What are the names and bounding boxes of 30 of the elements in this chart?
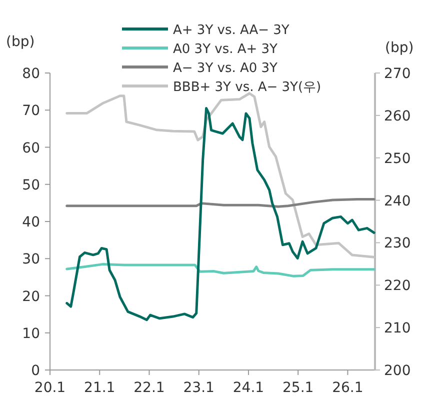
legend-label: A0 3Y vs. A+ 3Y: [173, 42, 278, 57]
legend-label: BBB+ 3Y vs. A− 3Y(우): [173, 80, 322, 95]
x-tick-label: 25.1: [282, 380, 314, 396]
y2-tick-label: 230: [384, 236, 411, 252]
y2-tick-label: 200: [384, 363, 411, 379]
x-tick-label: 26.1: [332, 380, 364, 396]
y-tick-label: 0: [31, 363, 40, 379]
y-tick-label: 50: [22, 177, 40, 194]
y2-tick-label: 240: [384, 193, 411, 210]
y2-tick-label: 250: [384, 150, 411, 167]
y2-tick-label: 210: [384, 320, 411, 337]
y2-tick-label: 260: [384, 108, 411, 124]
y-tick-label: 40: [22, 214, 40, 230]
y-tick-label: 60: [22, 140, 40, 156]
x-tick-label: 20.1: [34, 380, 66, 396]
y-tick-label: 70: [22, 103, 40, 120]
y2-axis-title: (bp): [385, 40, 414, 56]
y-tick-label: 80: [22, 66, 40, 82]
x-tick-label: 24.1: [232, 380, 264, 396]
y2-tick-label: 220: [384, 278, 411, 294]
y-tick-label: 30: [22, 252, 40, 268]
legend-label: A− 3Y vs. A0 3Y: [173, 61, 278, 76]
y-axis-title: (bp): [6, 34, 35, 50]
y2-tick-label: 270: [384, 66, 411, 82]
x-tick-label: 22.1: [134, 380, 165, 396]
y-tick-label: 10: [22, 326, 40, 342]
y-tick-label: 20: [22, 288, 40, 305]
x-tick-label: 21.1: [84, 380, 116, 396]
x-tick-label: 23.1: [183, 380, 214, 396]
legend-label: A+ 3Y vs. AA− 3Y: [173, 23, 290, 38]
